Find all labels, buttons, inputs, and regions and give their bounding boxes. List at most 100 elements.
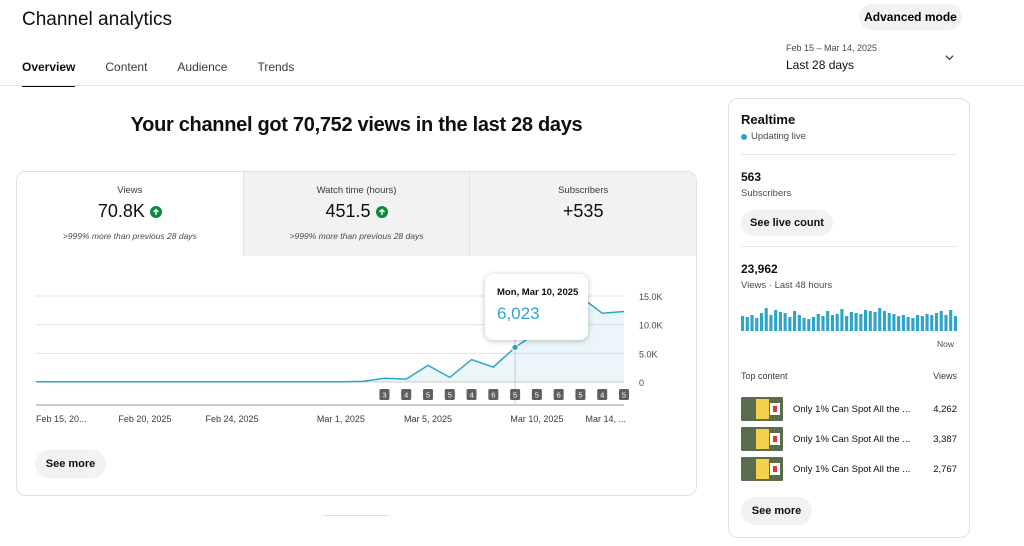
video-marker xyxy=(553,389,564,400)
metric-label: Watch time (hours) xyxy=(316,185,397,196)
realtime-bar xyxy=(916,315,920,331)
metric-value: 70.8K xyxy=(97,201,145,221)
x-tick-label: Feb 24, 2025 xyxy=(205,414,258,424)
realtime-bar xyxy=(821,316,825,331)
date-range-dates: Feb 15 – Mar 14, 2025 xyxy=(786,43,878,53)
video-marker xyxy=(531,389,542,400)
realtime-bar xyxy=(797,315,801,331)
video-marker-label: 6 xyxy=(557,391,561,400)
video-marker-label: 5 xyxy=(426,391,430,400)
video-views: 2,767 xyxy=(933,463,957,475)
video-marker xyxy=(423,389,433,400)
realtime-bar xyxy=(859,314,863,331)
video-marker xyxy=(444,389,455,400)
y-tick-label: 15.0K xyxy=(639,292,663,302)
x-tick-label: Mar 1, 2025 xyxy=(317,414,365,424)
video-thumbnail xyxy=(741,427,783,451)
video-marker-label: 5 xyxy=(513,391,517,400)
tab-overview[interactable]: Overview xyxy=(22,60,76,87)
video-marker-label: 5 xyxy=(448,391,452,400)
tab-content[interactable]: Content xyxy=(105,60,148,74)
realtime-bar xyxy=(887,313,891,331)
top-content-label: Top content xyxy=(741,371,788,381)
realtime-bar xyxy=(793,311,797,331)
date-range-selector[interactable]: Feb 15 – Mar 14, 2025 Last 28 days xyxy=(786,43,877,72)
realtime-bar xyxy=(920,316,924,331)
realtime-bar xyxy=(807,319,811,331)
realtime-bar xyxy=(759,313,764,331)
video-marker xyxy=(466,389,477,400)
metric-tab-watch-time[interactable]: Watch time (hours) 451.5 >999% more than… xyxy=(242,172,470,256)
realtime-status: Updating live xyxy=(741,131,806,142)
realtime-status-text: Updating live xyxy=(751,131,806,142)
metric-note: >999% more than previous 28 days xyxy=(62,231,197,241)
video-marker xyxy=(619,389,629,400)
top-content-header: Top content Views xyxy=(741,371,957,381)
tab-audience[interactable]: Audience xyxy=(177,60,228,74)
realtime-bar xyxy=(750,315,754,331)
realtime-bar xyxy=(873,312,877,331)
arrow-up-icon xyxy=(375,205,388,218)
see-more-button[interactable]: See more xyxy=(35,450,106,478)
realtime-bar xyxy=(939,311,943,331)
realtime-bar xyxy=(930,315,934,331)
realtime-bar xyxy=(949,310,953,331)
metric-tab-subscribers[interactable]: Subscribers +535 xyxy=(469,172,696,256)
realtime-bar xyxy=(826,311,830,331)
realtime-see-more-button[interactable]: See more xyxy=(741,497,812,525)
metric-tabs: Views 70.8K >999% more than previous 28 … xyxy=(17,172,696,256)
video-marker-label: 5 xyxy=(535,391,539,400)
video-views: 3,387 xyxy=(933,433,957,445)
video-thumbnail xyxy=(741,457,783,481)
top-content-item[interactable]: Only 1% Can Spot All the ... 4,262 xyxy=(741,397,957,421)
video-title: Only 1% Can Spot All the ... xyxy=(793,463,911,475)
video-marker xyxy=(379,389,390,400)
metric-note: >999% more than previous 28 days xyxy=(289,231,424,241)
hover-point xyxy=(511,343,519,352)
tooltip-date: Mon, Mar 10, 2025 xyxy=(497,287,579,298)
tab-trends[interactable]: Trends xyxy=(257,60,295,74)
realtime-bar xyxy=(802,318,806,331)
metric-value-row: +535 xyxy=(470,201,696,222)
see-live-count-button[interactable]: See live count xyxy=(741,210,833,236)
realtime-bar xyxy=(755,318,759,331)
video-title: Only 1% Can Spot All the ... xyxy=(793,403,911,415)
metric-value-row: 451.5 xyxy=(244,201,470,222)
realtime-bar xyxy=(774,310,778,331)
bar-chart-now-label: Now xyxy=(937,339,955,349)
realtime-bar xyxy=(944,315,948,331)
summary-headline: Your channel got 70,752 views in the las… xyxy=(130,114,583,136)
realtime-bar xyxy=(863,310,868,331)
video-marker xyxy=(401,389,412,400)
video-marker xyxy=(575,389,586,400)
metric-tab-views[interactable]: Views 70.8K >999% more than previous 28 … xyxy=(17,172,243,256)
y-tick-label: 5.0K xyxy=(639,349,658,359)
video-title: Only 1% Can Spot All the ... xyxy=(793,433,911,445)
chevron-down-icon[interactable] xyxy=(945,53,954,62)
video-marker-label: 6 xyxy=(491,391,495,400)
top-content-views-label: Views xyxy=(933,371,957,381)
realtime-subscriber-label: Subscribers xyxy=(741,188,792,199)
realtime-bar xyxy=(953,316,957,331)
realtime-bar xyxy=(840,309,844,331)
advanced-mode-button[interactable]: Advanced mode xyxy=(859,4,962,30)
video-marker-label: 4 xyxy=(469,391,473,400)
realtime-bar xyxy=(778,312,782,331)
top-content-item[interactable]: Only 1% Can Spot All the ... 3,387 xyxy=(741,427,957,451)
video-marker-label: 5 xyxy=(578,391,582,400)
realtime-subscriber-count: 563 xyxy=(741,170,762,184)
metric-label: Views xyxy=(117,185,143,196)
y-tick-label: 0 xyxy=(639,378,644,388)
realtime-bar xyxy=(934,313,939,331)
realtime-bar xyxy=(788,317,792,331)
metric-value: 451.5 xyxy=(325,201,371,221)
views-line-chart[interactable]: 15.0K 10.0K 5.0K 0 3 4 5 5 4 6 5 5 6 5 4 5 Feb 15, 20...… xyxy=(17,256,697,441)
arrow-up-icon xyxy=(149,205,162,218)
video-marker xyxy=(597,389,608,400)
x-tick-label: Feb 15, 20... xyxy=(36,414,87,424)
top-content-item[interactable]: Only 1% Can Spot All the ... 2,767 xyxy=(741,457,957,481)
realtime-bar xyxy=(882,311,887,331)
realtime-views-bar-chart[interactable] xyxy=(741,299,957,331)
realtime-bar xyxy=(849,312,853,331)
video-thumbnail xyxy=(741,397,783,421)
